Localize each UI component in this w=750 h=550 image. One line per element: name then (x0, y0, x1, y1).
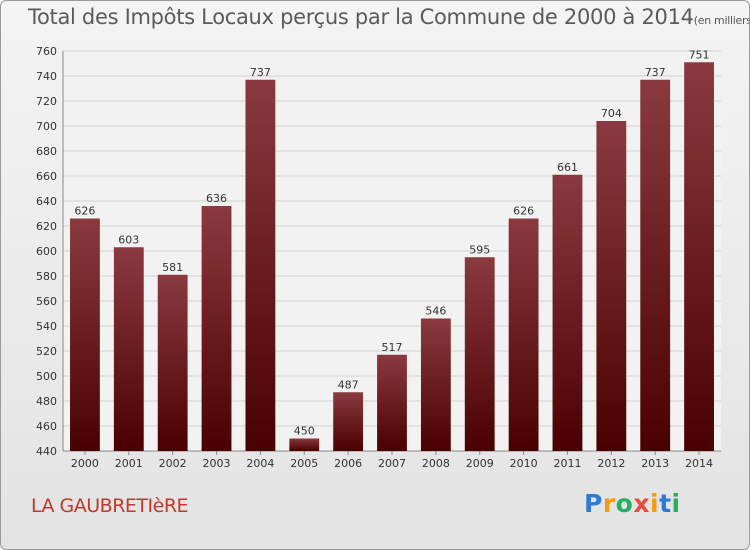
x-tick-label: 2010 (510, 457, 538, 470)
y-tick-label: 480 (36, 395, 57, 408)
y-tick-label: 560 (36, 295, 57, 308)
x-tick-label: 2012 (597, 457, 625, 470)
data-label: 636 (206, 192, 227, 205)
proxiti-logo: Proxiti (584, 489, 681, 518)
bar (640, 79, 671, 451)
commune-name: LA GAUBRETIèRE (31, 495, 189, 517)
data-label: 487 (338, 378, 359, 391)
title-text: Total des Impôts Locaux perçus par la Co… (28, 5, 694, 29)
y-tick-label: 440 (36, 445, 57, 458)
logo-letter: t (659, 489, 672, 518)
x-tick-label: 2011 (553, 457, 581, 470)
bar (201, 206, 232, 451)
bar (333, 392, 364, 451)
bar (508, 218, 539, 451)
bar (596, 121, 627, 451)
logo-letter: r (602, 489, 616, 518)
x-tick-label: 2001 (115, 457, 143, 470)
y-tick-label: 680 (36, 145, 57, 158)
x-tick-label: 2004 (246, 457, 274, 470)
x-tick-label: 2014 (685, 457, 713, 470)
bar (70, 218, 100, 451)
chart-title: Total des Impôts Locaux perçus par la Co… (28, 5, 750, 29)
logo-letter: o (615, 489, 634, 518)
x-tick-label: 2003 (203, 457, 231, 470)
y-tick-label: 700 (36, 120, 57, 133)
y-tick-label: 740 (36, 70, 57, 83)
y-tick-label: 660 (36, 170, 57, 183)
x-tick-label: 2008 (422, 457, 450, 470)
y-tick-label: 580 (36, 270, 57, 283)
y-tick-label: 500 (36, 370, 57, 383)
y-tick-label: 460 (36, 420, 57, 433)
bar (464, 257, 495, 451)
data-label: 737 (250, 66, 271, 79)
data-label: 603 (118, 233, 139, 246)
y-tick-label: 540 (36, 320, 57, 333)
bar (684, 62, 714, 451)
logo-letter: x (633, 489, 650, 518)
data-label: 661 (557, 161, 578, 174)
bar (245, 79, 276, 451)
bar (289, 438, 320, 451)
data-label: 546 (425, 305, 446, 318)
x-tick-label: 2005 (290, 457, 318, 470)
x-tick-label: 2007 (378, 457, 406, 470)
y-tick-label: 620 (36, 220, 57, 233)
data-label: 626 (74, 205, 95, 218)
logo-letter: i (671, 489, 681, 518)
y-tick-label: 720 (36, 95, 57, 108)
data-label: 595 (469, 243, 490, 256)
data-label: 751 (689, 48, 710, 61)
x-tick-label: 2009 (466, 457, 494, 470)
bar (552, 174, 583, 451)
bar (377, 354, 407, 451)
x-tick-label: 2000 (71, 457, 99, 470)
x-tick-label: 2013 (641, 457, 669, 470)
bar (420, 318, 451, 451)
logo-letter: i (650, 489, 660, 518)
y-tick-label: 520 (36, 345, 57, 358)
x-tick-label: 2006 (334, 457, 362, 470)
bar (157, 274, 188, 451)
y-tick-label: 640 (36, 195, 57, 208)
y-tick-label: 600 (36, 245, 57, 258)
x-tick-label: 2002 (159, 457, 187, 470)
title-unit: (en milliers d'€) (693, 14, 750, 27)
data-label: 450 (294, 425, 315, 438)
bar (113, 247, 144, 451)
data-label: 517 (382, 341, 403, 354)
data-label: 737 (645, 66, 666, 79)
logo-letter: P (584, 489, 603, 518)
data-label: 626 (513, 205, 534, 218)
data-label: 581 (162, 261, 183, 274)
y-tick-label: 760 (36, 45, 57, 58)
data-label: 704 (601, 107, 622, 120)
